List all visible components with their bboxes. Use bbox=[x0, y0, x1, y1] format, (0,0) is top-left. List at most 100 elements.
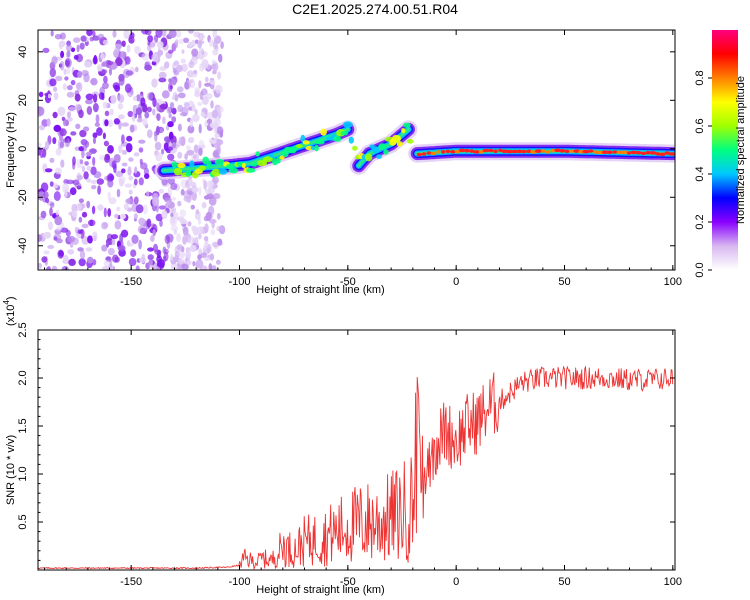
noise-blob bbox=[208, 205, 215, 216]
y-tick-label: 2.5 bbox=[17, 322, 29, 337]
noise-blob bbox=[86, 151, 92, 156]
noise-blob bbox=[201, 202, 207, 209]
noise-blob bbox=[166, 106, 171, 114]
snr-plot-area bbox=[38, 365, 674, 570]
colorbar-label: Normalized spectral amplitude bbox=[735, 76, 747, 224]
noise-blob bbox=[186, 145, 191, 150]
noise-blob bbox=[82, 203, 86, 209]
noise-blob bbox=[126, 135, 133, 142]
noise-blob bbox=[66, 179, 75, 185]
noise-blob bbox=[215, 37, 221, 45]
noise-blob bbox=[73, 37, 81, 43]
noise-blob bbox=[65, 44, 73, 52]
noise-blob bbox=[64, 76, 69, 81]
noise-blob bbox=[203, 180, 207, 190]
noise-blob bbox=[101, 221, 108, 230]
noise-blob bbox=[78, 216, 83, 223]
signal-track bbox=[154, 120, 675, 180]
noise-blob bbox=[161, 90, 170, 99]
noise-blob bbox=[87, 256, 94, 264]
noise-blob bbox=[110, 234, 118, 240]
noise-blob bbox=[112, 30, 117, 38]
noise-blob bbox=[133, 196, 139, 205]
noise-blob bbox=[168, 49, 174, 54]
noise-blob bbox=[57, 106, 66, 117]
noise-blob bbox=[164, 234, 170, 244]
noise-blob bbox=[79, 129, 87, 138]
noise-blob bbox=[180, 263, 189, 270]
noise-blob bbox=[104, 110, 110, 117]
noise-blob bbox=[174, 250, 180, 260]
noise-blob bbox=[179, 112, 188, 117]
noise-blob bbox=[212, 150, 218, 158]
noise-blob bbox=[216, 259, 221, 265]
noise-blob bbox=[180, 189, 185, 196]
track-blob bbox=[185, 170, 192, 177]
y-tick-label: 1.5 bbox=[17, 418, 29, 433]
track-blob bbox=[189, 160, 195, 168]
noise-blob bbox=[85, 99, 93, 105]
noise-blob bbox=[121, 122, 129, 127]
noise-blob bbox=[170, 216, 176, 224]
noise-blob bbox=[38, 91, 44, 98]
noise-blob bbox=[91, 185, 97, 190]
noise-blob bbox=[74, 226, 78, 234]
noise-blob bbox=[144, 111, 150, 119]
noise-blob bbox=[81, 211, 88, 218]
noise-blob bbox=[208, 263, 213, 270]
noise-blob bbox=[195, 209, 200, 215]
noise-blob bbox=[40, 210, 47, 219]
noise-blob bbox=[74, 93, 81, 102]
track-core bbox=[659, 152, 666, 157]
noise-blob bbox=[178, 258, 185, 265]
noise-blob bbox=[146, 106, 152, 113]
x-tick-label: 0 bbox=[453, 276, 459, 288]
noise-blob bbox=[93, 102, 99, 113]
noise-blob bbox=[216, 225, 222, 232]
track-core bbox=[436, 149, 441, 154]
noise-blob bbox=[54, 216, 63, 226]
noise-blob bbox=[121, 149, 128, 155]
noise-blob bbox=[203, 256, 211, 261]
noise-blob bbox=[194, 236, 199, 246]
noise-blob bbox=[178, 136, 183, 145]
noise-blob bbox=[92, 132, 98, 139]
noise-blob bbox=[167, 121, 174, 128]
noise-blob bbox=[67, 117, 73, 122]
noise-blob bbox=[64, 187, 68, 198]
noise-blob bbox=[121, 162, 128, 167]
noise-blob bbox=[70, 79, 76, 86]
noise-blob bbox=[170, 212, 174, 218]
track-blob bbox=[364, 153, 373, 162]
noise-blob bbox=[53, 86, 58, 92]
noise-blob bbox=[198, 47, 204, 55]
noise-blob bbox=[203, 195, 210, 200]
track-core bbox=[616, 150, 623, 155]
noise-blob bbox=[70, 243, 74, 248]
noise-blob bbox=[213, 192, 221, 200]
noise-blob bbox=[190, 204, 195, 210]
x-tick-label: -150 bbox=[120, 576, 142, 588]
noise-blob bbox=[152, 228, 156, 237]
noise-blob bbox=[51, 265, 58, 270]
noise-blob bbox=[157, 50, 162, 58]
noise-blob bbox=[110, 94, 117, 105]
noise-blob bbox=[66, 50, 71, 58]
noise-blob bbox=[105, 241, 110, 248]
track-core bbox=[582, 149, 590, 154]
noise-blob bbox=[114, 84, 121, 92]
track-core bbox=[570, 149, 574, 154]
noise-blob bbox=[161, 210, 168, 220]
noise-blob bbox=[118, 144, 123, 154]
noise-blob bbox=[131, 112, 136, 122]
noise-blob bbox=[83, 171, 89, 180]
noise-blob bbox=[134, 46, 141, 55]
noise-blob bbox=[214, 133, 220, 138]
noise-blob bbox=[72, 210, 78, 218]
x-tick-label: 0 bbox=[453, 576, 459, 588]
noise-blob bbox=[78, 198, 84, 203]
track-core bbox=[612, 150, 618, 154]
noise-blob bbox=[217, 238, 223, 246]
noise-blob bbox=[86, 165, 92, 172]
track-blob bbox=[228, 167, 239, 174]
